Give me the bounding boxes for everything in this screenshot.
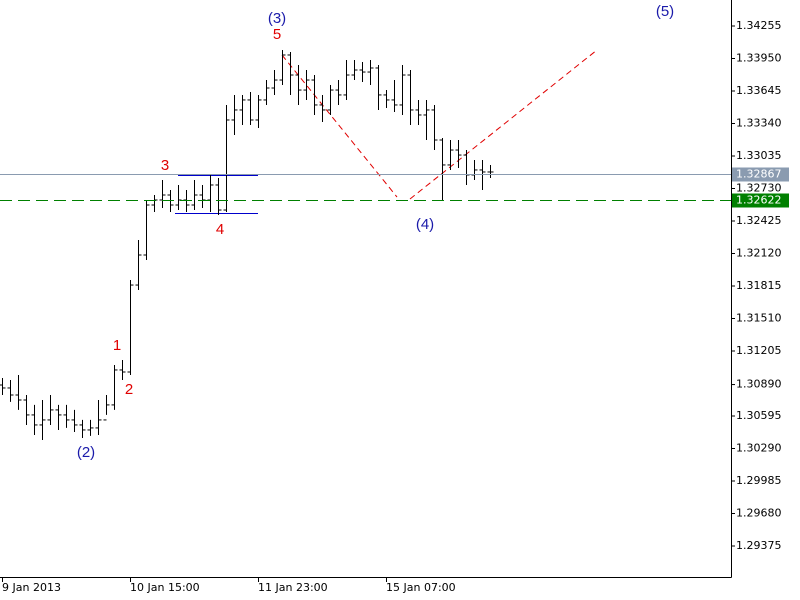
wave-label: (3) [268,10,286,27]
y-tick-label: 1.30890 [736,378,782,391]
y-tick-label: 1.33645 [736,84,782,97]
y-tick-label: 1.33340 [736,116,782,129]
x-tick-label: 11 Jan 23:00 [258,581,328,594]
wave-label: 2 [125,381,133,398]
price-label: 1.32867 [736,168,782,181]
price-label-box [732,167,789,182]
y-tick-label: 1.32730 [736,181,782,194]
wave-label: 5 [273,26,281,43]
x-tick-label: 9 Jan 2013 [2,581,61,594]
price-label-box [732,193,789,208]
y-tick-label: 1.29985 [736,474,782,487]
wave-label: (4) [416,216,434,233]
y-tick-label: 1.30290 [736,441,782,454]
y-tick-label: 1.30595 [736,409,782,422]
y-tick-label: 1.29375 [736,539,782,552]
x-tick-label: 15 Jan 07:00 [386,581,456,594]
price-label: 1.32622 [736,194,782,207]
y-tick-label: 1.31815 [736,279,782,292]
y-tick-label: 1.33035 [736,149,782,162]
wave-label: (5) [656,3,674,20]
wave-label: (2) [77,444,95,461]
y-tick-label: 1.32425 [736,214,782,227]
y-tick-label: 1.29680 [736,506,782,519]
y-tick-label: 1.31205 [736,344,782,357]
wave-label: 4 [216,221,224,238]
trend-line [281,54,398,198]
wave-label: 3 [161,157,169,174]
y-tick-label: 1.34255 [736,19,782,32]
y-tick-label: 1.33950 [736,51,782,64]
wave-label: 1 [113,337,121,354]
y-tick-label: 1.32120 [736,246,782,259]
y-tick-label: 1.31510 [736,311,782,324]
x-tick-label: 10 Jan 15:00 [130,581,200,594]
